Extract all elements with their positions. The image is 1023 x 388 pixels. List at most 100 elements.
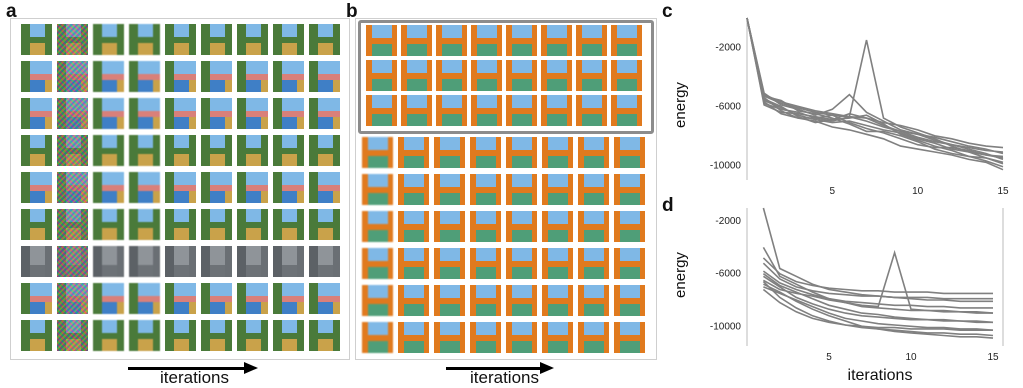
image-thumbnail [542,248,573,279]
image-thumbnail [21,172,52,203]
image-thumbnail [129,209,160,240]
image-thumbnail [309,61,340,92]
image-thumbnail [201,246,232,277]
image-thumbnail [21,283,52,314]
image-thumbnail [165,246,196,277]
image-thumbnail [576,25,607,56]
image-thumbnail [201,283,232,314]
image-thumbnail [436,60,467,91]
y-tick-label: -10000 [710,321,742,332]
image-thumbnail [436,95,467,126]
image-thumbnail [57,246,88,277]
series-line-7 [746,17,1004,171]
series-line-11 [762,257,993,295]
image-thumbnail [165,24,196,55]
x-tick-label: 15 [987,352,999,363]
image-thumbnail [506,248,537,279]
image-thumbnail [614,137,645,168]
iterations-arrow-a [128,367,246,370]
image-thumbnail [201,24,232,55]
image-thumbnail [273,98,304,129]
image-thumbnail [614,322,645,353]
image-thumbnail [273,24,304,55]
image-thumbnail [434,137,465,168]
image-thumbnail [434,285,465,316]
x-tick-label: 5 [830,186,836,197]
image-thumbnail [436,25,467,56]
image-thumbnail [309,209,340,240]
image-thumbnail [578,248,609,279]
image-thumbnail [506,211,537,242]
image-thumbnail [129,98,160,129]
image-thumbnail [237,283,268,314]
image-thumbnail [165,283,196,314]
image-thumbnail [362,137,393,168]
image-thumbnail [57,209,88,240]
image-thumbnail [309,246,340,277]
image-thumbnail [398,248,429,279]
panel-label-c: c [662,1,673,22]
image-thumbnail [201,98,232,129]
image-thumbnail [21,209,52,240]
image-thumbnail [129,246,160,277]
image-thumbnail [309,283,340,314]
x-axis-label: iterations [848,367,913,384]
image-thumbnail [362,322,393,353]
image-thumbnail [576,60,607,91]
panel-label-a: a [6,1,17,22]
image-thumbnail [237,61,268,92]
image-thumbnail [21,246,52,277]
series-line-8 [746,17,1004,153]
series-line-6 [762,262,993,300]
image-thumbnail [506,137,537,168]
image-thumbnail [578,174,609,205]
image-thumbnail [614,285,645,316]
series-line-2 [746,17,1004,158]
image-thumbnail [57,172,88,203]
image-thumbnail [273,283,304,314]
image-thumbnail [237,135,268,166]
image-thumbnail [93,320,124,351]
image-thumbnail [57,24,88,55]
image-thumbnail [165,320,196,351]
image-thumbnail [541,95,572,126]
series-line-9 [762,275,993,324]
image-thumbnail [611,60,642,91]
x-tick-label: 5 [826,352,832,363]
image-thumbnail [21,61,52,92]
series-line-12 [762,288,993,331]
y-axis-label: energy [672,252,689,298]
image-thumbnail [57,61,88,92]
image-thumbnail [165,172,196,203]
image-thumbnail [201,172,232,203]
panel-b-image-grid [355,18,657,360]
image-thumbnail [506,25,537,56]
y-tick-label: -6000 [715,269,741,280]
image-thumbnail [506,322,537,353]
series-line-3 [746,17,1004,161]
image-thumbnail [401,95,432,126]
image-thumbnail [93,246,124,277]
chart-d-energy: -2000 -6000 -10000 5 10 15 energy iterations [672,207,1004,384]
image-thumbnail [201,135,232,166]
image-thumbnail [506,285,537,316]
image-thumbnail [470,174,501,205]
image-thumbnail [362,211,393,242]
image-thumbnail [434,174,465,205]
image-thumbnail [129,172,160,203]
image-thumbnail [470,211,501,242]
image-thumbnail [542,322,573,353]
image-thumbnail [434,322,465,353]
image-thumbnail [614,248,645,279]
image-thumbnail [237,320,268,351]
image-thumbnail [434,211,465,242]
image-thumbnail [201,209,232,240]
image-thumbnail [237,172,268,203]
x-tick-label: 10 [912,186,924,197]
image-thumbnail [129,135,160,166]
series-line-10 [746,17,1004,164]
image-thumbnail [471,25,502,56]
iterations-arrow-b [446,367,542,370]
image-thumbnail [542,211,573,242]
image-thumbnail [541,25,572,56]
